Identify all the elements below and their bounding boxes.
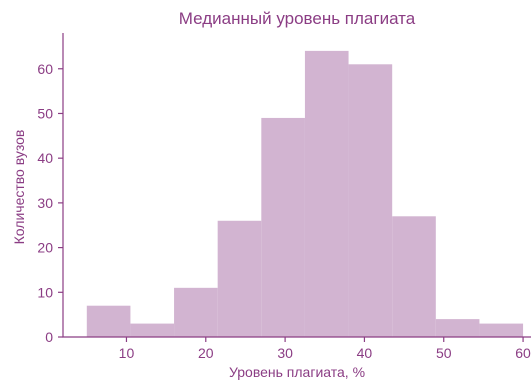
bars-group [86, 50, 524, 337]
x-tick-label: 50 [436, 345, 452, 361]
histogram-bar-7 [348, 64, 393, 337]
x-tick-label: 20 [198, 345, 214, 361]
histogram-bar-6 [304, 50, 349, 337]
x-tick-label: 30 [277, 345, 293, 361]
x-axis-label: Уровень плагиата, % [229, 364, 365, 380]
histogram-bar-1 [86, 305, 131, 337]
histogram-bar-8 [392, 216, 436, 337]
histogram-bar-10 [479, 323, 524, 337]
y-tick-label: 30 [37, 195, 53, 211]
histogram-bar-2 [130, 323, 175, 337]
histogram-bar-5 [261, 117, 305, 337]
x-tick-label: 60 [515, 345, 531, 361]
y-tick-label: 50 [37, 105, 53, 121]
y-tick-label: 20 [37, 240, 53, 256]
chart-title: Медианный уровень плагиата [179, 9, 416, 28]
x-ticks: 10 20 30 40 50 60 [119, 337, 531, 361]
histogram-bar-9 [435, 319, 480, 337]
y-tick-label: 10 [37, 284, 53, 300]
histogram-bar-3 [174, 287, 218, 337]
y-axis-label: Количество вузов [11, 130, 27, 245]
x-tick-label: 10 [119, 345, 135, 361]
histogram-bar-4 [217, 220, 262, 337]
y-tick-label: 60 [37, 61, 53, 77]
y-tick-label: 0 [45, 329, 53, 345]
y-ticks: 0 10 20 30 40 50 60 [37, 61, 63, 345]
y-tick-label: 40 [37, 150, 53, 166]
x-tick-label: 40 [357, 345, 373, 361]
